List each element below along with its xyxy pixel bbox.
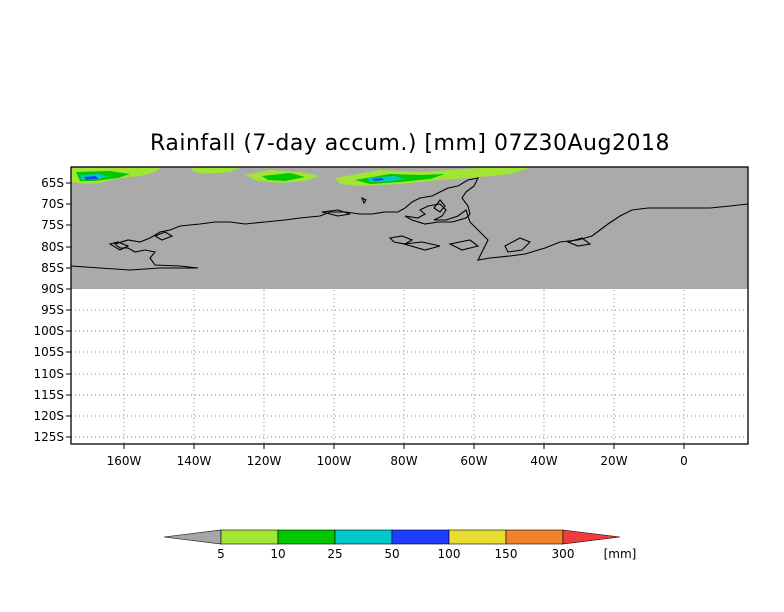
lon-axis: 160W 140W 120W 100W 80W 60W 40W 20W 0 — [107, 444, 688, 468]
lat-tick-label: 105S — [33, 345, 64, 359]
colorbar-level-label: 10 — [270, 547, 285, 561]
colorbar-below-triangle — [163, 529, 222, 545]
lat-tick-label: 110S — [33, 367, 64, 381]
lat-tick-label: 80S — [41, 240, 64, 254]
lat-tick-label: 90S — [41, 282, 64, 296]
lat-tick-label: 115S — [33, 388, 64, 402]
colorbar-level-label: 50 — [384, 547, 399, 561]
colorbar-bin — [391, 529, 450, 545]
lat-tick-label: 100S — [33, 324, 64, 338]
colorbar-above-triangle — [562, 529, 621, 545]
colorbar-bin — [334, 529, 393, 545]
lon-tick-label: 60W — [460, 454, 487, 468]
colorbar-level-label: 300 — [552, 547, 575, 561]
lon-tick-label: 120W — [247, 454, 282, 468]
lat-axis: 65S 70S 75S 80S 85S 90S 95S 100S 105S 11… — [33, 176, 71, 444]
lat-tick-label: 125S — [33, 430, 64, 444]
colorbar-level-label: 25 — [327, 547, 342, 561]
colorbar-bin — [448, 529, 507, 545]
lat-tick-label: 65S — [41, 176, 64, 190]
colorbar-level-label: 150 — [495, 547, 518, 561]
lat-tick-label: 120S — [33, 409, 64, 423]
colorbar-level-label: 100 — [438, 547, 461, 561]
lat-tick-label: 95S — [41, 303, 64, 317]
lat-tick-label: 85S — [41, 261, 64, 275]
lon-tick-label: 20W — [600, 454, 627, 468]
lon-tick-label: 140W — [177, 454, 212, 468]
coastlines — [70, 177, 749, 271]
lat-tick-label: 75S — [41, 218, 64, 232]
colorbar-bin — [505, 529, 564, 545]
land-mask — [71, 167, 748, 289]
colorbar: 5 10 25 50 100 150 300 [mm] — [163, 529, 637, 561]
lon-tick-label: 80W — [390, 454, 417, 468]
lon-tick-label: 40W — [530, 454, 557, 468]
plot-frame — [70, 166, 749, 445]
lon-tick-label: 160W — [107, 454, 142, 468]
plot-area — [70, 166, 749, 445]
colorbar-bin — [220, 529, 279, 545]
colorbar-level-label: 5 — [217, 547, 225, 561]
colorbar-bin — [277, 529, 336, 545]
rainfall-patches — [71, 168, 530, 186]
lon-tick-label: 0 — [680, 454, 688, 468]
colorbar-unit-label: [mm] — [604, 547, 637, 561]
graticule — [71, 290, 748, 444]
lat-tick-label: 70S — [41, 197, 64, 211]
map-title: Rainfall (7-day accum.) [mm] 07Z30Aug201… — [150, 131, 670, 156]
lon-tick-label: 100W — [317, 454, 352, 468]
